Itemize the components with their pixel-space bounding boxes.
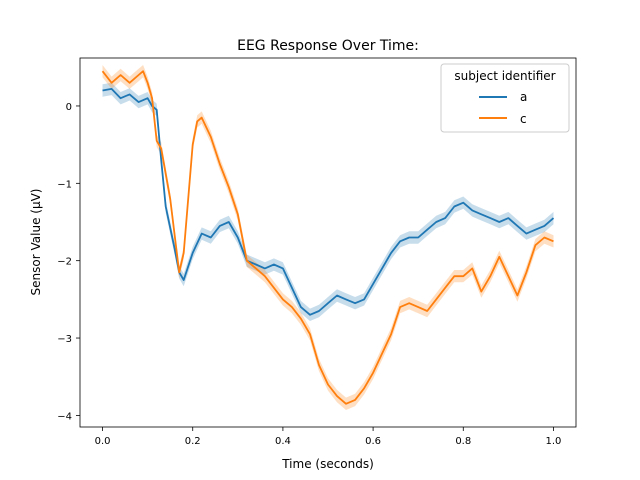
legend: subject identifier a c	[440, 63, 570, 133]
x-axis-label: Time (seconds)	[281, 457, 374, 471]
legend-label-a: a	[520, 90, 527, 104]
x-tick-label: 0.4	[275, 436, 291, 447]
y-tick-label: −1	[57, 179, 72, 190]
x-tick-label: 0.8	[455, 436, 471, 447]
x-tick-label: 0.0	[95, 436, 111, 447]
y-tick-label: 0	[66, 102, 72, 113]
series-lines	[101, 70, 555, 405]
y-tick-label: −3	[57, 334, 72, 345]
chart-title: EEG Response Over Time:	[237, 38, 419, 54]
series-line-c	[101, 70, 554, 405]
x-tick-label: 0.2	[185, 436, 201, 447]
y-tick-label: −4	[57, 411, 72, 422]
legend-title: subject identifier	[454, 69, 555, 83]
y-tick-label: −2	[57, 257, 72, 268]
x-tick-label: 1.0	[546, 436, 562, 447]
legend-label-c: c	[520, 112, 527, 126]
y-axis-ticks: 0 −1 −2 −3 −4	[57, 102, 80, 422]
x-tick-label: 0.6	[365, 436, 381, 447]
plot-frame	[79, 57, 577, 428]
y-axis-label: Sensor Value (µV)	[29, 189, 43, 296]
series-line-a	[102, 88, 555, 316]
x-axis-ticks: 0.0 0.2 0.4 0.6 0.8 1.0	[95, 427, 562, 447]
